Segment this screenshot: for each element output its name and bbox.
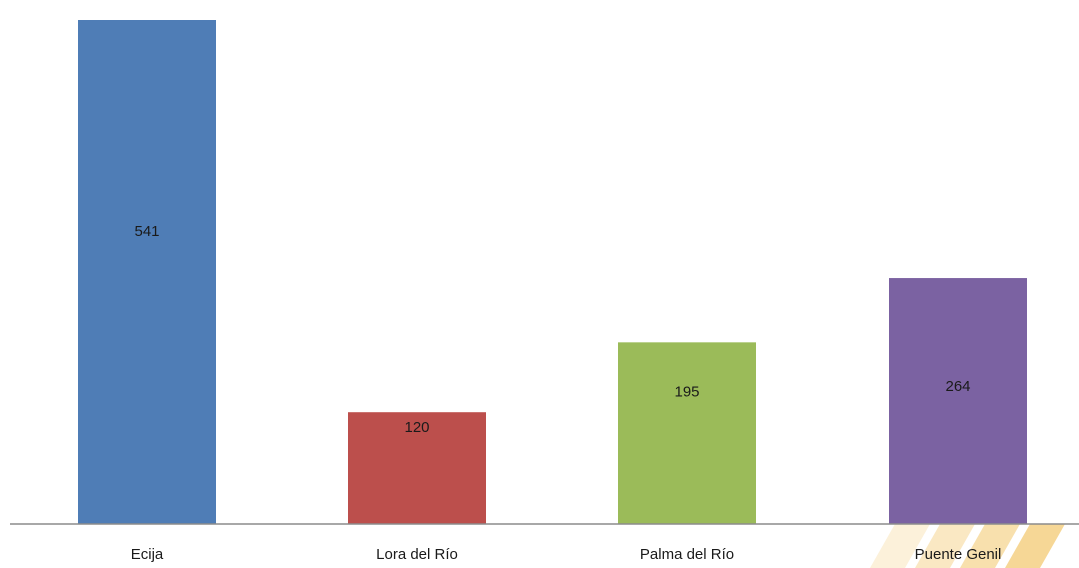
- data-label: 195: [674, 383, 699, 400]
- labels-layer: 541 Ecija 120 Lora del Río 195 Palma del Río 2…: [131, 223, 1002, 563]
- data-label: 120: [404, 419, 429, 436]
- bar: [348, 412, 486, 524]
- bars-layer: [78, 20, 1027, 524]
- category-label: Lora del Río: [376, 546, 458, 563]
- corner-stripes-decoration: [870, 524, 1065, 568]
- category-label: Ecija: [131, 546, 164, 563]
- data-label: 264: [945, 378, 970, 395]
- decor-stripe: [960, 524, 1020, 568]
- category-label: Palma del Río: [640, 546, 734, 563]
- category-label: Puente Genil: [915, 546, 1002, 563]
- bar: [618, 342, 756, 524]
- decor-stripe: [1005, 524, 1065, 568]
- decor-stripe: [870, 524, 930, 568]
- bar: [889, 278, 1027, 524]
- data-label: 541: [134, 223, 159, 240]
- decor-stripe: [915, 524, 975, 568]
- bar: [78, 20, 216, 524]
